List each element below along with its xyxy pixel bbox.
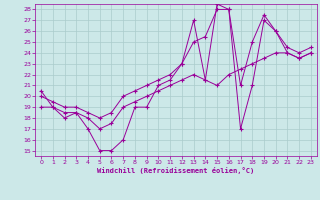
X-axis label: Windchill (Refroidissement éolien,°C): Windchill (Refroidissement éolien,°C) <box>97 167 255 174</box>
